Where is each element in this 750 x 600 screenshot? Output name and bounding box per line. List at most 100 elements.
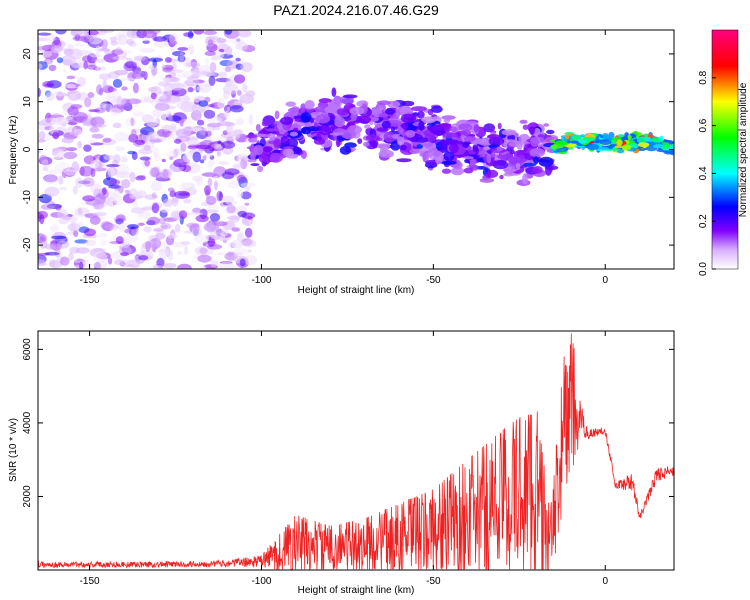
spectrogram-cell xyxy=(611,136,622,140)
spectrogram-cell xyxy=(114,69,129,76)
spectrogram-cell xyxy=(379,145,389,157)
spectrogram-cell xyxy=(160,223,172,230)
spectrogram-cell xyxy=(247,159,257,163)
spectrogram-cell xyxy=(497,122,502,130)
spectrogram-cell xyxy=(356,115,372,124)
spectrogram-cell xyxy=(144,159,150,167)
spectrogram-cell xyxy=(293,127,299,133)
spectrogram-cell xyxy=(151,202,160,214)
spectrogram-cell xyxy=(237,190,243,198)
spectrogram-cell xyxy=(204,58,210,68)
spectrogram-cell xyxy=(203,109,216,119)
spectrogram-cell xyxy=(59,218,64,225)
spectrogram-cell xyxy=(180,142,187,152)
spectrogram-cell xyxy=(237,90,242,96)
spectrogram-cell xyxy=(85,239,97,246)
spectrogram-cell xyxy=(113,194,123,206)
spectrogram-cell xyxy=(318,124,332,136)
spectrogram-cell xyxy=(188,44,195,55)
spectrogram-cell xyxy=(63,169,77,176)
spectrogram-cell xyxy=(207,122,221,128)
colorbar-tick-label: 0.0 xyxy=(698,262,709,276)
spectrogram-cell xyxy=(155,232,166,240)
spectrogram-cell xyxy=(38,63,43,70)
spectrogram-cell xyxy=(132,192,142,198)
spectrogram-cell xyxy=(160,208,170,213)
spectrogram-cell xyxy=(197,254,212,263)
spectrogram-cell xyxy=(162,76,178,83)
snr-frame xyxy=(37,330,675,571)
spectrogram-cell xyxy=(40,118,57,127)
spectrogram-cell xyxy=(88,109,100,113)
spectrogram-cell xyxy=(102,137,112,143)
spectrogram-cell xyxy=(543,123,550,127)
spectrogram-cell xyxy=(72,185,78,195)
spectrogram-cell xyxy=(232,163,244,169)
spectrogram-cell xyxy=(135,139,145,145)
spectrogram-cell xyxy=(62,59,73,66)
x-tick-label: -50 xyxy=(426,275,441,286)
spectrogram-cell xyxy=(136,126,142,135)
spectrogram-cell xyxy=(73,229,79,238)
spectrogram-cell xyxy=(157,81,170,87)
spectrogram-cell xyxy=(79,261,84,269)
spectrogram-cell xyxy=(43,174,59,184)
spectrogram-cell xyxy=(56,240,69,249)
spectrogram-cell xyxy=(70,104,83,109)
snr-series-line xyxy=(38,333,674,570)
spectrogram-cell xyxy=(381,120,391,129)
spectrogram-cell xyxy=(390,126,395,132)
spectrogram-cell xyxy=(388,119,403,127)
spectrogram-cell xyxy=(195,144,212,150)
spectrogram-cell xyxy=(38,46,46,51)
spectrogram-cell xyxy=(190,73,200,79)
spectrogram-cell xyxy=(142,30,157,39)
spectrogram-cell xyxy=(77,140,82,149)
spectrogram-cell xyxy=(216,252,225,256)
spectrogram-cell xyxy=(210,260,219,268)
x-tick-label: -150 xyxy=(80,275,100,286)
spectrogram-cell xyxy=(273,138,282,149)
spectrogram-cell xyxy=(94,58,106,63)
spectrogram-cell xyxy=(40,203,55,210)
spectrogram-cell xyxy=(363,141,370,147)
spectrogram-cell xyxy=(45,243,57,250)
spectrogram-cell xyxy=(462,156,474,160)
spectrogram-cell xyxy=(261,133,269,138)
spectrogram-cell xyxy=(369,120,374,126)
spectrogram-cell xyxy=(405,129,416,138)
spectrogram-cell xyxy=(148,64,154,70)
spectrogram-cell xyxy=(501,129,517,136)
spectrogram-cell xyxy=(240,191,252,200)
spectrogram-cell xyxy=(463,136,476,142)
spectrogram-cell xyxy=(180,241,191,246)
spectrogram-cell xyxy=(508,156,523,165)
spectrogram-cell xyxy=(42,81,54,88)
spectrogram-cell xyxy=(192,175,204,182)
spectrogram-cell xyxy=(598,146,609,150)
spectrogram-cell xyxy=(274,110,280,120)
spectrogram-cell xyxy=(659,135,664,143)
spectrogram-cell xyxy=(300,126,312,135)
spectrogram-cell xyxy=(433,150,441,158)
spectrogram-cell xyxy=(147,131,160,141)
spectrogram-cell xyxy=(225,200,238,206)
spectrogram-cell xyxy=(578,139,588,144)
spectrogram-cell xyxy=(87,30,99,36)
spectrogram-cell xyxy=(469,158,477,167)
spectrogram-cell xyxy=(637,142,650,148)
spectrogram-cell xyxy=(217,161,230,166)
spectrogram-cell xyxy=(199,247,208,255)
spectrogram-cell xyxy=(103,154,114,161)
spectrogram-cell xyxy=(202,155,207,161)
spectrogram-cell xyxy=(217,71,228,78)
spectrogram-cell xyxy=(204,185,211,196)
spectrogram-cell xyxy=(239,258,246,267)
spectrogram-cell xyxy=(73,43,86,47)
spectrogram-cell xyxy=(497,153,514,160)
spectrogram-cell xyxy=(247,216,253,220)
spectrogram-cell xyxy=(131,228,139,236)
spectrogram-cell xyxy=(44,251,60,256)
spectrogram-cell xyxy=(95,45,101,56)
spectrogram-cell xyxy=(441,160,457,165)
